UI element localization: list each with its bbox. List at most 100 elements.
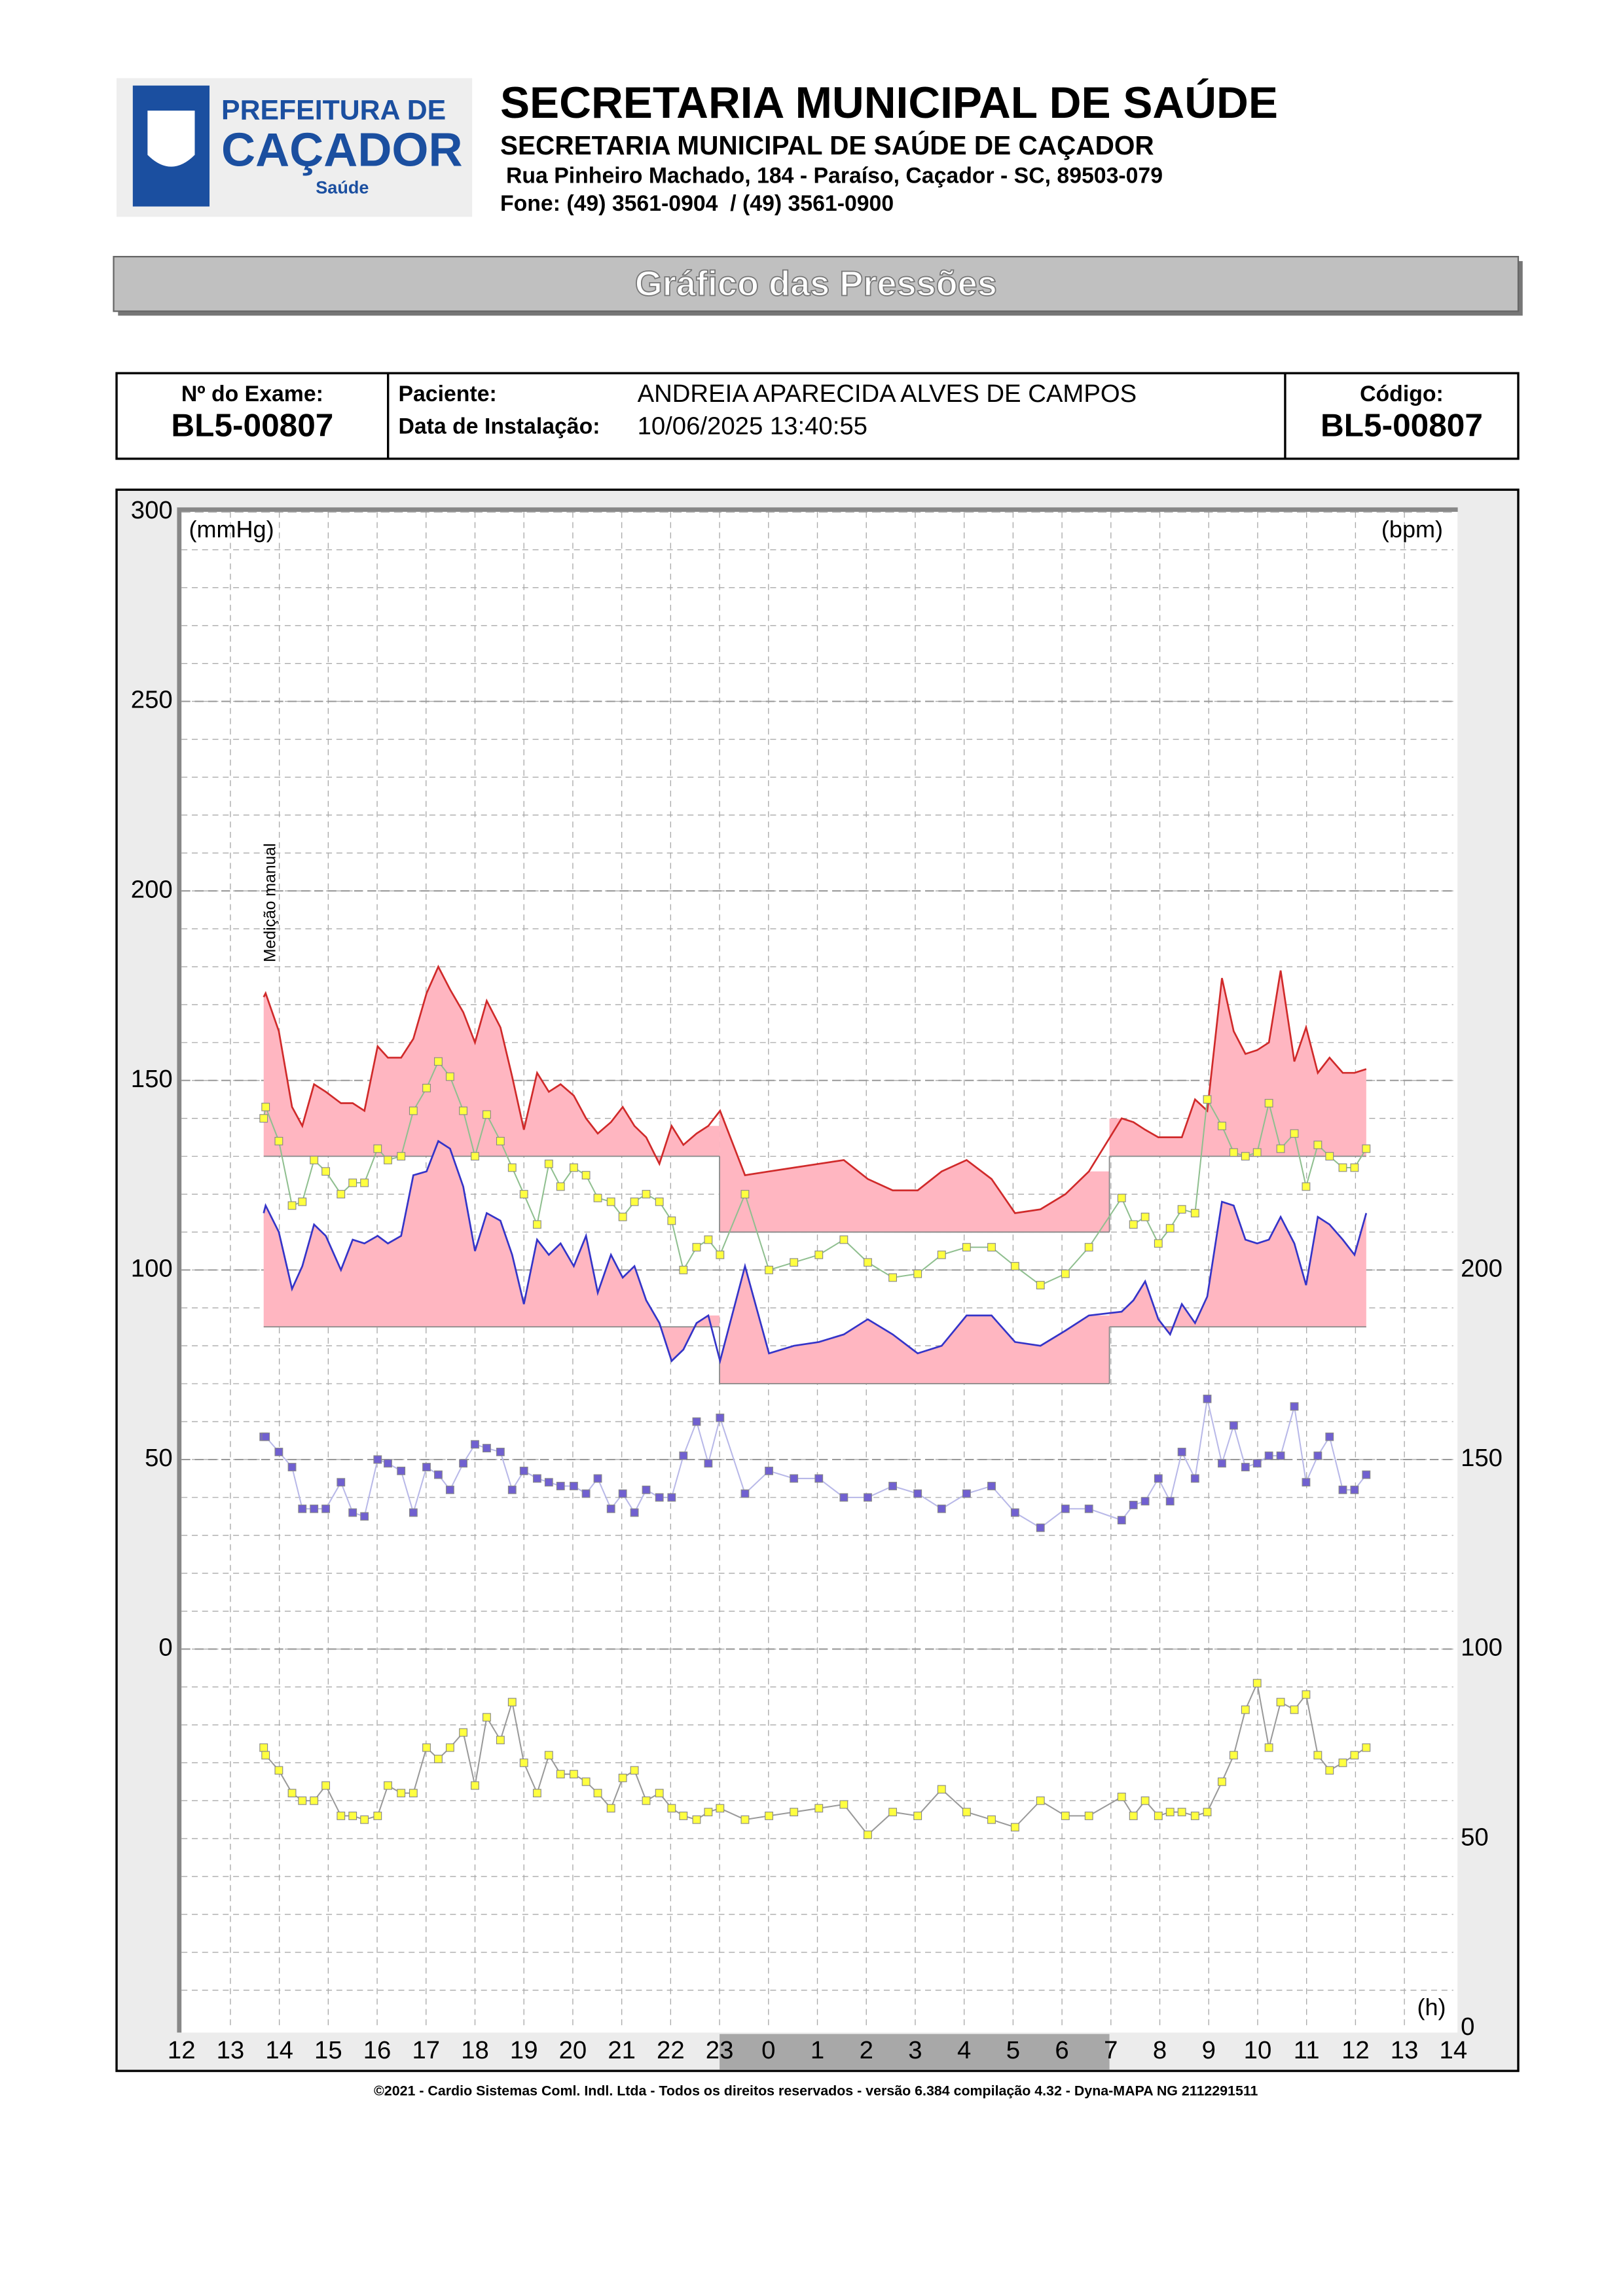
x-tick-label: 17 bbox=[412, 2036, 440, 2064]
point bbox=[790, 1258, 799, 1267]
point bbox=[1129, 1501, 1138, 1509]
point bbox=[556, 1482, 565, 1490]
point bbox=[1117, 1193, 1126, 1202]
x-axis-label: (h) bbox=[1417, 1994, 1446, 2020]
patient-label: Paciente: bbox=[398, 382, 496, 406]
point bbox=[581, 1777, 591, 1786]
point bbox=[507, 1698, 517, 1707]
point bbox=[544, 1478, 553, 1487]
annotation: Medição manual bbox=[262, 843, 280, 962]
logo-line2: CAÇADOR bbox=[221, 124, 463, 176]
point bbox=[507, 1485, 517, 1494]
point bbox=[321, 1504, 331, 1513]
point bbox=[1036, 1523, 1045, 1532]
point bbox=[544, 1751, 553, 1760]
point bbox=[962, 1489, 971, 1498]
point bbox=[888, 1808, 898, 1817]
point bbox=[459, 1459, 467, 1468]
point bbox=[1276, 1698, 1285, 1707]
point bbox=[445, 1072, 454, 1081]
point bbox=[1190, 1209, 1199, 1217]
y-tick-label: 100 bbox=[131, 1255, 173, 1283]
point bbox=[459, 1728, 467, 1737]
point bbox=[1036, 1281, 1045, 1289]
point bbox=[667, 1804, 676, 1813]
point bbox=[630, 1197, 639, 1206]
point bbox=[259, 1743, 268, 1752]
point bbox=[1264, 1451, 1273, 1460]
point bbox=[642, 1485, 651, 1494]
point bbox=[1252, 1679, 1262, 1688]
point bbox=[937, 1504, 946, 1513]
point bbox=[409, 1789, 418, 1798]
point bbox=[373, 1144, 382, 1153]
limit-fill bbox=[263, 967, 720, 1164]
point bbox=[1117, 1793, 1126, 1801]
point bbox=[1313, 1140, 1322, 1149]
point bbox=[483, 1110, 491, 1119]
point bbox=[1203, 1095, 1212, 1104]
limit-fill bbox=[1109, 1202, 1366, 1335]
point bbox=[321, 1781, 331, 1790]
point bbox=[337, 1811, 346, 1820]
point bbox=[1140, 1796, 1150, 1805]
point bbox=[532, 1474, 541, 1483]
point bbox=[692, 1417, 701, 1426]
point bbox=[593, 1474, 602, 1483]
point bbox=[1061, 1811, 1070, 1820]
y-tick-label: 200 bbox=[131, 875, 173, 903]
y-tick-label: 50 bbox=[145, 1444, 173, 1472]
point bbox=[274, 1137, 283, 1145]
x-tick-label: 12 bbox=[1341, 2036, 1370, 2064]
point bbox=[1350, 1163, 1359, 1172]
y2-tick-label: 50 bbox=[1461, 1823, 1489, 1851]
point bbox=[422, 1083, 431, 1092]
point bbox=[790, 1808, 799, 1817]
point bbox=[618, 1489, 627, 1498]
point bbox=[740, 1489, 750, 1498]
point bbox=[1362, 1743, 1371, 1752]
point bbox=[1217, 1459, 1226, 1468]
point bbox=[298, 1504, 307, 1513]
y-tick-label: 300 bbox=[131, 496, 173, 524]
x-tick-label: 7 bbox=[1104, 2036, 1118, 2064]
point bbox=[937, 1250, 946, 1259]
point bbox=[1302, 1182, 1311, 1191]
x-tick-label: 10 bbox=[1244, 2036, 1272, 2064]
code-value: BL5-00807 bbox=[1321, 407, 1483, 444]
point bbox=[287, 1463, 297, 1471]
code-label: Código: bbox=[1360, 382, 1444, 406]
point bbox=[655, 1493, 664, 1502]
point bbox=[606, 1504, 615, 1513]
point bbox=[360, 1512, 369, 1521]
point bbox=[471, 1781, 479, 1790]
point bbox=[321, 1167, 331, 1176]
point bbox=[496, 1447, 505, 1456]
x-tick-label: 4 bbox=[957, 2036, 971, 2064]
point bbox=[483, 1444, 491, 1453]
point bbox=[348, 1178, 357, 1187]
footer: ©2021 - Cardio Sistemas Coml. Indl. Ltda… bbox=[374, 2083, 1258, 2098]
point bbox=[519, 1758, 528, 1767]
header-title: SECRETARIA MUNICIPAL DE SAÚDE bbox=[500, 78, 1278, 128]
point bbox=[1217, 1121, 1226, 1130]
point bbox=[1061, 1269, 1070, 1278]
point bbox=[1036, 1796, 1045, 1805]
point bbox=[532, 1220, 541, 1229]
point bbox=[544, 1159, 553, 1168]
install: 10/06/2025 13:40:55 bbox=[638, 412, 867, 440]
point bbox=[1165, 1808, 1175, 1817]
point bbox=[630, 1766, 639, 1775]
point bbox=[337, 1478, 346, 1487]
exam-value: BL5-00807 bbox=[171, 407, 333, 444]
point bbox=[384, 1459, 392, 1468]
point bbox=[1190, 1474, 1199, 1483]
point bbox=[667, 1216, 676, 1225]
point bbox=[1177, 1447, 1186, 1456]
banner bbox=[113, 256, 1520, 312]
point bbox=[422, 1743, 431, 1752]
point bbox=[1010, 1262, 1019, 1271]
point bbox=[434, 1755, 443, 1763]
x-tick-label: 6 bbox=[1055, 2036, 1068, 2064]
point bbox=[1154, 1811, 1163, 1820]
